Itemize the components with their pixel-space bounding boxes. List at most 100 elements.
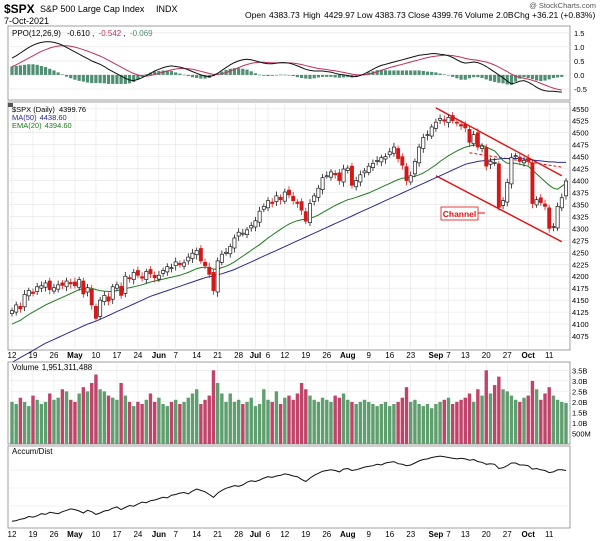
ppo-histogram-bar — [463, 74, 467, 80]
ppo-histogram-bar — [249, 71, 253, 75]
volume-bar — [308, 395, 312, 444]
candle-body — [106, 296, 111, 302]
header-high-label: High — [303, 10, 321, 20]
volume-bar — [10, 401, 14, 444]
price-panel — [7, 101, 571, 351]
candle-body — [501, 200, 505, 206]
date-tick-label-bottom: 28 — [234, 530, 243, 539]
ppo-histogram-bar — [18, 65, 22, 75]
candle-body — [114, 284, 119, 289]
volume-bar — [98, 389, 102, 444]
date-tick-label-bottom: 19 — [301, 530, 310, 539]
ppo-histogram-bar — [383, 70, 388, 75]
candle-body — [287, 189, 291, 196]
volume-bar — [555, 399, 560, 444]
ppo-legend-signal: -0.542 — [99, 29, 122, 38]
date-tick-label-bottom: 26 — [322, 530, 331, 539]
volume-bar — [383, 401, 388, 444]
ppo-histogram-bar — [245, 69, 249, 75]
ppo-histogram-bar — [48, 68, 52, 75]
ppo-histogram-bar — [522, 74, 526, 78]
candle-body — [547, 207, 552, 229]
ppo-histogram-bar — [258, 74, 262, 76]
volume-bar — [144, 399, 149, 444]
date-tick-label-bottom: 7 — [446, 530, 451, 539]
date-tick-label-bottom: 20 — [482, 530, 491, 539]
date-tick-label: 7 — [173, 351, 178, 360]
ppo-histogram-bar — [123, 74, 127, 84]
candle-body — [551, 226, 556, 228]
header-low-value: 4383.73 — [375, 10, 406, 20]
ppo-histogram-bar — [144, 74, 148, 75]
candle-body — [77, 279, 82, 288]
header-chg-value: +36.21 (+0.83%) — [532, 10, 595, 20]
volume-bar — [346, 399, 350, 444]
candle-body — [454, 121, 459, 124]
volume-bar — [396, 401, 400, 444]
volume-bar — [480, 395, 484, 444]
ppo-histogram-bar — [556, 74, 560, 78]
volume-bar — [501, 389, 505, 444]
volume-bar — [136, 401, 140, 444]
ppo-histogram-bar — [291, 74, 295, 77]
candle-body — [245, 229, 249, 235]
volume-bar — [90, 382, 94, 444]
candle-body — [396, 148, 401, 159]
volume-bar — [39, 404, 44, 444]
volume-bar — [425, 404, 430, 444]
header-close-label: Close — [408, 10, 430, 20]
candle-body — [429, 126, 434, 137]
volume-bar — [446, 397, 451, 444]
price-legend-ema: EMA(20) 4394.60 — [12, 121, 72, 130]
ppo-histogram-bar — [493, 74, 497, 82]
candle-body — [417, 146, 422, 164]
volume-bar — [266, 399, 270, 444]
ppo-histogram-bar — [451, 74, 455, 77]
ppo-tick-label: 1.0 — [574, 43, 584, 52]
price-tick-label: 4350 — [572, 200, 589, 209]
ppo-histogram-bar — [446, 74, 451, 76]
candle-body — [131, 272, 136, 280]
ppo-histogram-bar — [560, 74, 564, 77]
ppo-histogram-bar — [488, 74, 493, 81]
ppo-histogram-bar — [535, 74, 539, 81]
price-legend: $SPX (Daily) 4399.76 MA(50) 4438.60 EMA(20… — [12, 105, 86, 130]
date-tick-label: 6 — [266, 351, 271, 360]
volume-bar — [463, 397, 467, 444]
candle-body — [52, 287, 56, 292]
candle-body — [509, 157, 514, 185]
ppo-legend-hist: -0.069 — [130, 29, 153, 38]
candle-body — [513, 155, 518, 158]
candle-body — [379, 157, 384, 163]
volume-bar — [182, 401, 186, 444]
date-tick-label: 28 — [234, 351, 243, 360]
candle-body — [203, 262, 208, 267]
date-tick-label-bottom: 26 — [50, 530, 59, 539]
header-volume-value: 2.0B — [496, 10, 514, 20]
candle-body — [425, 134, 430, 136]
volume-bar — [27, 406, 31, 444]
ppo-histogram-bar — [35, 64, 39, 75]
header-open-label: Open — [245, 10, 266, 20]
ppo-tick-label: 1.5 — [574, 29, 584, 38]
price-tick-label: 4150 — [572, 296, 589, 305]
date-tick-label: 26 — [50, 351, 59, 360]
candle-body — [18, 306, 23, 310]
price-tick-label: 4100 — [572, 320, 589, 329]
candle-body — [81, 280, 86, 295]
volume-bar — [178, 404, 182, 444]
ppo-histogram-bar — [111, 74, 115, 84]
ppo-histogram-bar — [241, 68, 245, 75]
candle-body — [299, 201, 304, 211]
volume-bar — [270, 401, 274, 444]
candle-body — [152, 274, 157, 279]
ppo-histogram-bar — [509, 74, 514, 85]
ppo-line — [11, 41, 562, 93]
ppo-histogram-bar — [220, 71, 224, 75]
price-tick-label: 4325 — [572, 212, 589, 221]
volume-bar — [48, 393, 52, 444]
price-legend-symbol-name: $SPX (Daily) — [12, 105, 55, 114]
volume-bar — [18, 397, 23, 444]
ppo-histogram-bar — [551, 74, 556, 79]
ppo-histogram-bar — [190, 74, 195, 78]
